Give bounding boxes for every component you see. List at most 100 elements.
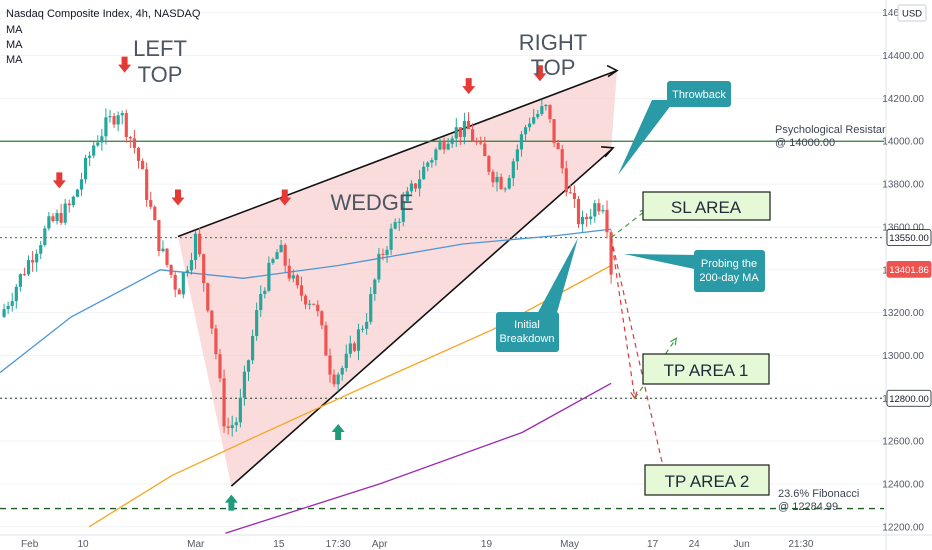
candle[interactable]: [202, 253, 206, 292]
sl-area-box[interactable]: [642, 191, 771, 221]
candle[interactable]: [43, 225, 47, 247]
candle[interactable]: [446, 137, 450, 151]
price-badge-13401-86[interactable]: [886, 260, 932, 278]
breakdown-callout[interactable]: [496, 312, 559, 352]
candle[interactable]: [169, 264, 173, 279]
candle[interactable]: [185, 265, 189, 277]
candle[interactable]: [312, 303, 316, 306]
candle[interactable]: [552, 119, 556, 148]
candle[interactable]: [75, 188, 79, 198]
wedge-upper-line[interactable]: [177, 69, 618, 238]
candle[interactable]: [189, 252, 194, 275]
candle[interactable]: [26, 255, 31, 277]
candle[interactable]: [475, 137, 479, 146]
candle[interactable]: [222, 369, 226, 433]
candle[interactable]: [14, 284, 18, 309]
candle[interactable]: [389, 223, 393, 255]
candle[interactable]: [100, 128, 104, 151]
candle[interactable]: [214, 324, 218, 360]
candle[interactable]: [418, 169, 422, 197]
candle[interactable]: [507, 174, 511, 190]
candle[interactable]: [165, 248, 169, 268]
candle[interactable]: [491, 169, 495, 188]
candle[interactable]: [83, 154, 88, 184]
candle[interactable]: [385, 246, 389, 263]
candle[interactable]: [393, 218, 397, 230]
candle[interactable]: [556, 139, 560, 150]
candle[interactable]: [226, 417, 230, 435]
candle[interactable]: [576, 196, 581, 228]
candle[interactable]: [605, 200, 609, 239]
candle[interactable]: [35, 249, 39, 272]
candle[interactable]: [132, 130, 137, 154]
candle[interactable]: [544, 103, 548, 111]
candle[interactable]: [356, 323, 361, 361]
candle[interactable]: [173, 271, 177, 298]
candle[interactable]: [10, 292, 14, 312]
candle[interactable]: [263, 287, 267, 299]
candle[interactable]: [344, 344, 348, 372]
down-arrow-marker[interactable]: [278, 189, 292, 206]
candle[interactable]: [18, 273, 22, 292]
candle[interactable]: [328, 348, 332, 383]
candle[interactable]: [568, 184, 572, 194]
candle[interactable]: [246, 359, 251, 382]
candle[interactable]: [438, 137, 442, 151]
candle[interactable]: [177, 288, 181, 295]
candle[interactable]: [299, 276, 304, 302]
candle[interactable]: [442, 137, 446, 154]
candle[interactable]: [316, 300, 320, 317]
candle[interactable]: [589, 208, 593, 225]
candle[interactable]: [381, 248, 385, 261]
candle[interactable]: [340, 365, 344, 381]
candle[interactable]: [422, 161, 426, 180]
candle[interactable]: [242, 365, 247, 406]
candle[interactable]: [536, 109, 540, 120]
tp-area-1-box[interactable]: [642, 353, 770, 385]
candle[interactable]: [454, 117, 458, 147]
candle[interactable]: [523, 124, 528, 142]
candle[interactable]: [250, 329, 255, 364]
candle[interactable]: [259, 285, 263, 318]
candle[interactable]: [336, 372, 340, 392]
candle[interactable]: [369, 287, 373, 325]
sl-projection-line[interactable]: [610, 209, 648, 239]
candle[interactable]: [88, 151, 92, 166]
candle[interactable]: [51, 213, 55, 223]
candle[interactable]: [360, 325, 365, 333]
candle[interactable]: [495, 171, 499, 192]
candle[interactable]: [47, 211, 51, 231]
wedge-lower-line[interactable]: [230, 149, 612, 487]
candle[interactable]: [572, 185, 577, 208]
candle[interactable]: [528, 117, 532, 132]
candle[interactable]: [352, 341, 357, 353]
candle[interactable]: [193, 230, 198, 270]
candle[interactable]: [560, 144, 564, 174]
candle[interactable]: [585, 213, 589, 227]
candle[interactable]: [434, 147, 438, 166]
tp2-projection-line[interactable]: [610, 237, 666, 474]
price-badge-13550-00[interactable]: [886, 229, 932, 247]
down-arrow-marker[interactable]: [52, 172, 66, 189]
candle[interactable]: [2, 303, 6, 318]
candle[interactable]: [308, 299, 312, 310]
down-arrow-marker[interactable]: [171, 189, 185, 206]
candle[interactable]: [365, 312, 369, 335]
candle[interactable]: [157, 219, 161, 257]
candle[interactable]: [515, 144, 519, 170]
candle[interactable]: [128, 136, 132, 148]
candle[interactable]: [426, 161, 430, 172]
candle[interactable]: [124, 109, 128, 143]
candle[interactable]: [601, 204, 605, 214]
up-arrow-marker[interactable]: [224, 494, 238, 511]
moving-average-line-3[interactable]: [225, 382, 612, 534]
down-arrow-marker[interactable]: [118, 56, 132, 73]
candle[interactable]: [275, 249, 279, 260]
candle[interactable]: [145, 162, 149, 207]
candle[interactable]: [63, 198, 67, 225]
candle[interactable]: [96, 135, 100, 147]
candle[interactable]: [462, 112, 467, 145]
throwback-callout[interactable]: [667, 81, 731, 107]
candle[interactable]: [303, 294, 308, 310]
